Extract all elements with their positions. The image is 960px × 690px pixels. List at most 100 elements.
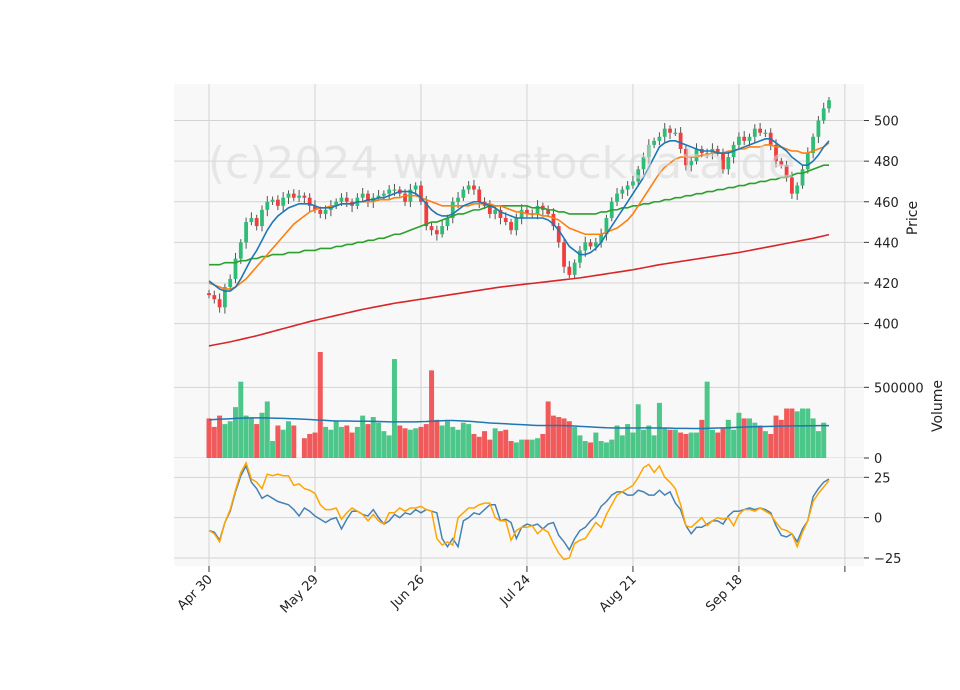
volume-bar	[821, 422, 827, 458]
volume-bar	[413, 428, 419, 458]
candle-body	[784, 165, 789, 178]
volume-bar	[370, 417, 376, 458]
volume-bar	[778, 419, 784, 458]
candle-body	[461, 189, 466, 198]
candle-body	[477, 189, 482, 202]
candle-body	[275, 199, 280, 206]
price-tick-label: 460	[874, 196, 899, 211]
volume-bar	[270, 441, 276, 458]
volume-bar	[641, 429, 647, 458]
candle-body	[705, 153, 710, 155]
candle-body	[403, 193, 407, 202]
volume-bar	[566, 421, 572, 458]
volume-bar	[508, 441, 514, 458]
volume-bar	[603, 442, 609, 458]
volume-bar	[338, 426, 344, 458]
candle-body	[715, 148, 720, 154]
oscillator-line-b	[208, 460, 830, 561]
x-tick-label: Aug 21	[597, 572, 640, 615]
volume-bar	[423, 424, 429, 458]
volume-bar	[582, 441, 588, 458]
candle-body	[244, 222, 248, 243]
candle-body	[419, 185, 423, 202]
candle-body	[493, 209, 498, 214]
candle-body	[821, 108, 826, 121]
volume-bar	[376, 422, 382, 458]
candle-body	[578, 250, 582, 263]
candle-body	[593, 242, 598, 247]
volume-bar	[752, 422, 758, 458]
volume-bar	[217, 415, 223, 458]
ma-long-line	[208, 233, 830, 347]
candle-body	[291, 193, 296, 198]
volume-bar	[683, 433, 689, 458]
volume-bar	[540, 433, 546, 458]
volume-bar	[715, 432, 721, 458]
price-tick-label: 480	[874, 155, 899, 170]
candle-body	[662, 128, 667, 137]
volume-bar	[815, 431, 821, 458]
volume-bar	[482, 431, 488, 458]
candle-body	[339, 197, 344, 202]
candle-body	[466, 185, 471, 190]
candle-body	[254, 218, 259, 227]
x-tick-label: Jul 24	[497, 572, 534, 609]
volume-bar	[720, 428, 726, 458]
price-tick-label: 420	[874, 277, 899, 292]
candle-body	[774, 144, 778, 162]
volume-bar	[556, 417, 562, 458]
candle-body	[323, 209, 328, 214]
volume-bar	[773, 415, 779, 458]
candle-body	[737, 136, 741, 145]
candle-body	[413, 185, 418, 190]
volume-bar	[810, 418, 816, 458]
ma-fast-line	[208, 138, 830, 292]
ma-slow-line	[209, 164, 829, 266]
oscillator-panel: −25 0 25	[174, 458, 901, 567]
candle-body	[631, 181, 635, 186]
candle-body	[233, 258, 238, 279]
oscillator-tick-label: 0	[874, 512, 882, 527]
candle-body	[567, 266, 572, 275]
candle-body	[678, 132, 683, 149]
volume-average-line	[208, 417, 829, 430]
volume-bar	[524, 439, 530, 458]
volume-bar	[513, 442, 519, 458]
candle-body	[445, 218, 450, 227]
candle-body	[260, 209, 264, 227]
volume-bar	[312, 432, 318, 458]
volume-bar	[545, 401, 551, 458]
candle-body	[228, 278, 233, 288]
volume-bar	[757, 425, 763, 458]
volume-bar	[694, 432, 700, 458]
volume-bar	[529, 439, 535, 458]
candle-body	[795, 185, 800, 194]
candle-body	[625, 185, 630, 190]
candle-body	[805, 153, 810, 170]
candle-body	[641, 157, 646, 170]
volume-bar	[619, 435, 625, 458]
volume-bar	[736, 412, 742, 458]
volume-bar	[259, 412, 265, 458]
candle-body	[344, 197, 349, 202]
price-axis-label: Price	[905, 201, 921, 235]
candle-body	[599, 234, 604, 243]
volume-bar	[264, 401, 270, 458]
candle-body	[673, 132, 678, 134]
volume-bar	[291, 425, 297, 458]
volume-bar	[651, 435, 657, 458]
candle-body	[366, 193, 370, 202]
x-tick-label: Jun 26	[387, 572, 427, 612]
candle-body	[790, 177, 794, 194]
volume-bar	[678, 432, 684, 458]
candle-body	[265, 201, 270, 210]
candle-body	[721, 153, 725, 170]
candle-body	[827, 100, 831, 109]
candle-body	[286, 193, 291, 198]
volume-bar	[429, 370, 435, 458]
volume-bar	[238, 381, 244, 458]
candle-body	[535, 205, 540, 214]
candle-body	[668, 128, 672, 133]
volume-bar	[222, 424, 228, 458]
candle-body	[615, 193, 619, 202]
